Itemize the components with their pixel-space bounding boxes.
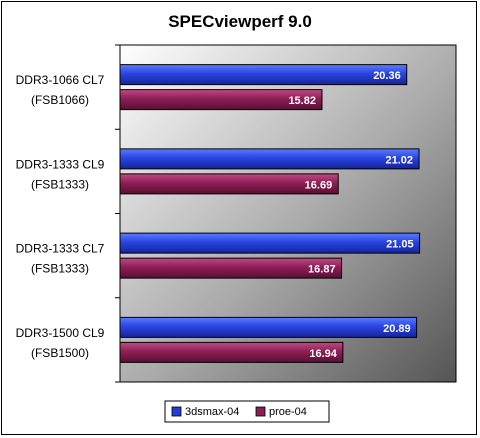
bar-3dsmax [119,148,420,170]
bars [119,64,421,363]
category-label: DDR3-1066 CL7 [16,73,105,87]
bar-proe [119,173,339,195]
category-label: DDR3-1500 CL9 [16,326,105,340]
data-label: 20.36 [373,70,401,82]
legend-swatch-3dsmax [171,406,182,417]
bar-proe [119,89,323,111]
data-label: 21.05 [386,239,414,251]
legend-box [164,400,330,423]
value-labels: 20.36 15.82 21.02 16.69 21.05 16.87 20.89 16.94 [288,70,413,360]
legend-label-proe: proe-04 [269,406,307,418]
bar-3dsmax [119,64,408,86]
chart-title: SPECviewperf 9.0 [168,12,312,31]
legend-swatch-proe [255,406,266,417]
bar-proe [119,257,343,279]
bar-proe [119,341,344,363]
category-label: DDR3-1333 CL7 [16,242,105,256]
data-label: 21.02 [386,154,414,166]
category-labels: DDR3-1066 CL7 (FSB1066) DDR3-1333 CL9 (FSB1… [16,73,105,360]
category-label: DDR3-1333 CL9 [16,157,105,171]
legend-label-3dsmax: 3dsmax-04 [185,406,239,418]
data-label: 16.87 [308,264,336,276]
data-label: 15.82 [288,95,316,107]
data-label: 16.94 [309,348,337,360]
category-label: (FSB1066) [31,93,89,107]
legend: 3dsmax-04 proe-04 [164,400,330,423]
category-label: (FSB1500) [31,346,89,360]
data-label: 16.69 [305,179,333,191]
category-label: (FSB1333) [31,262,89,276]
axis-ticks [115,44,120,383]
category-label: (FSB1333) [31,177,89,191]
data-label: 20.89 [383,323,411,335]
bar-3dsmax [119,316,418,338]
bar-3dsmax [119,232,421,254]
